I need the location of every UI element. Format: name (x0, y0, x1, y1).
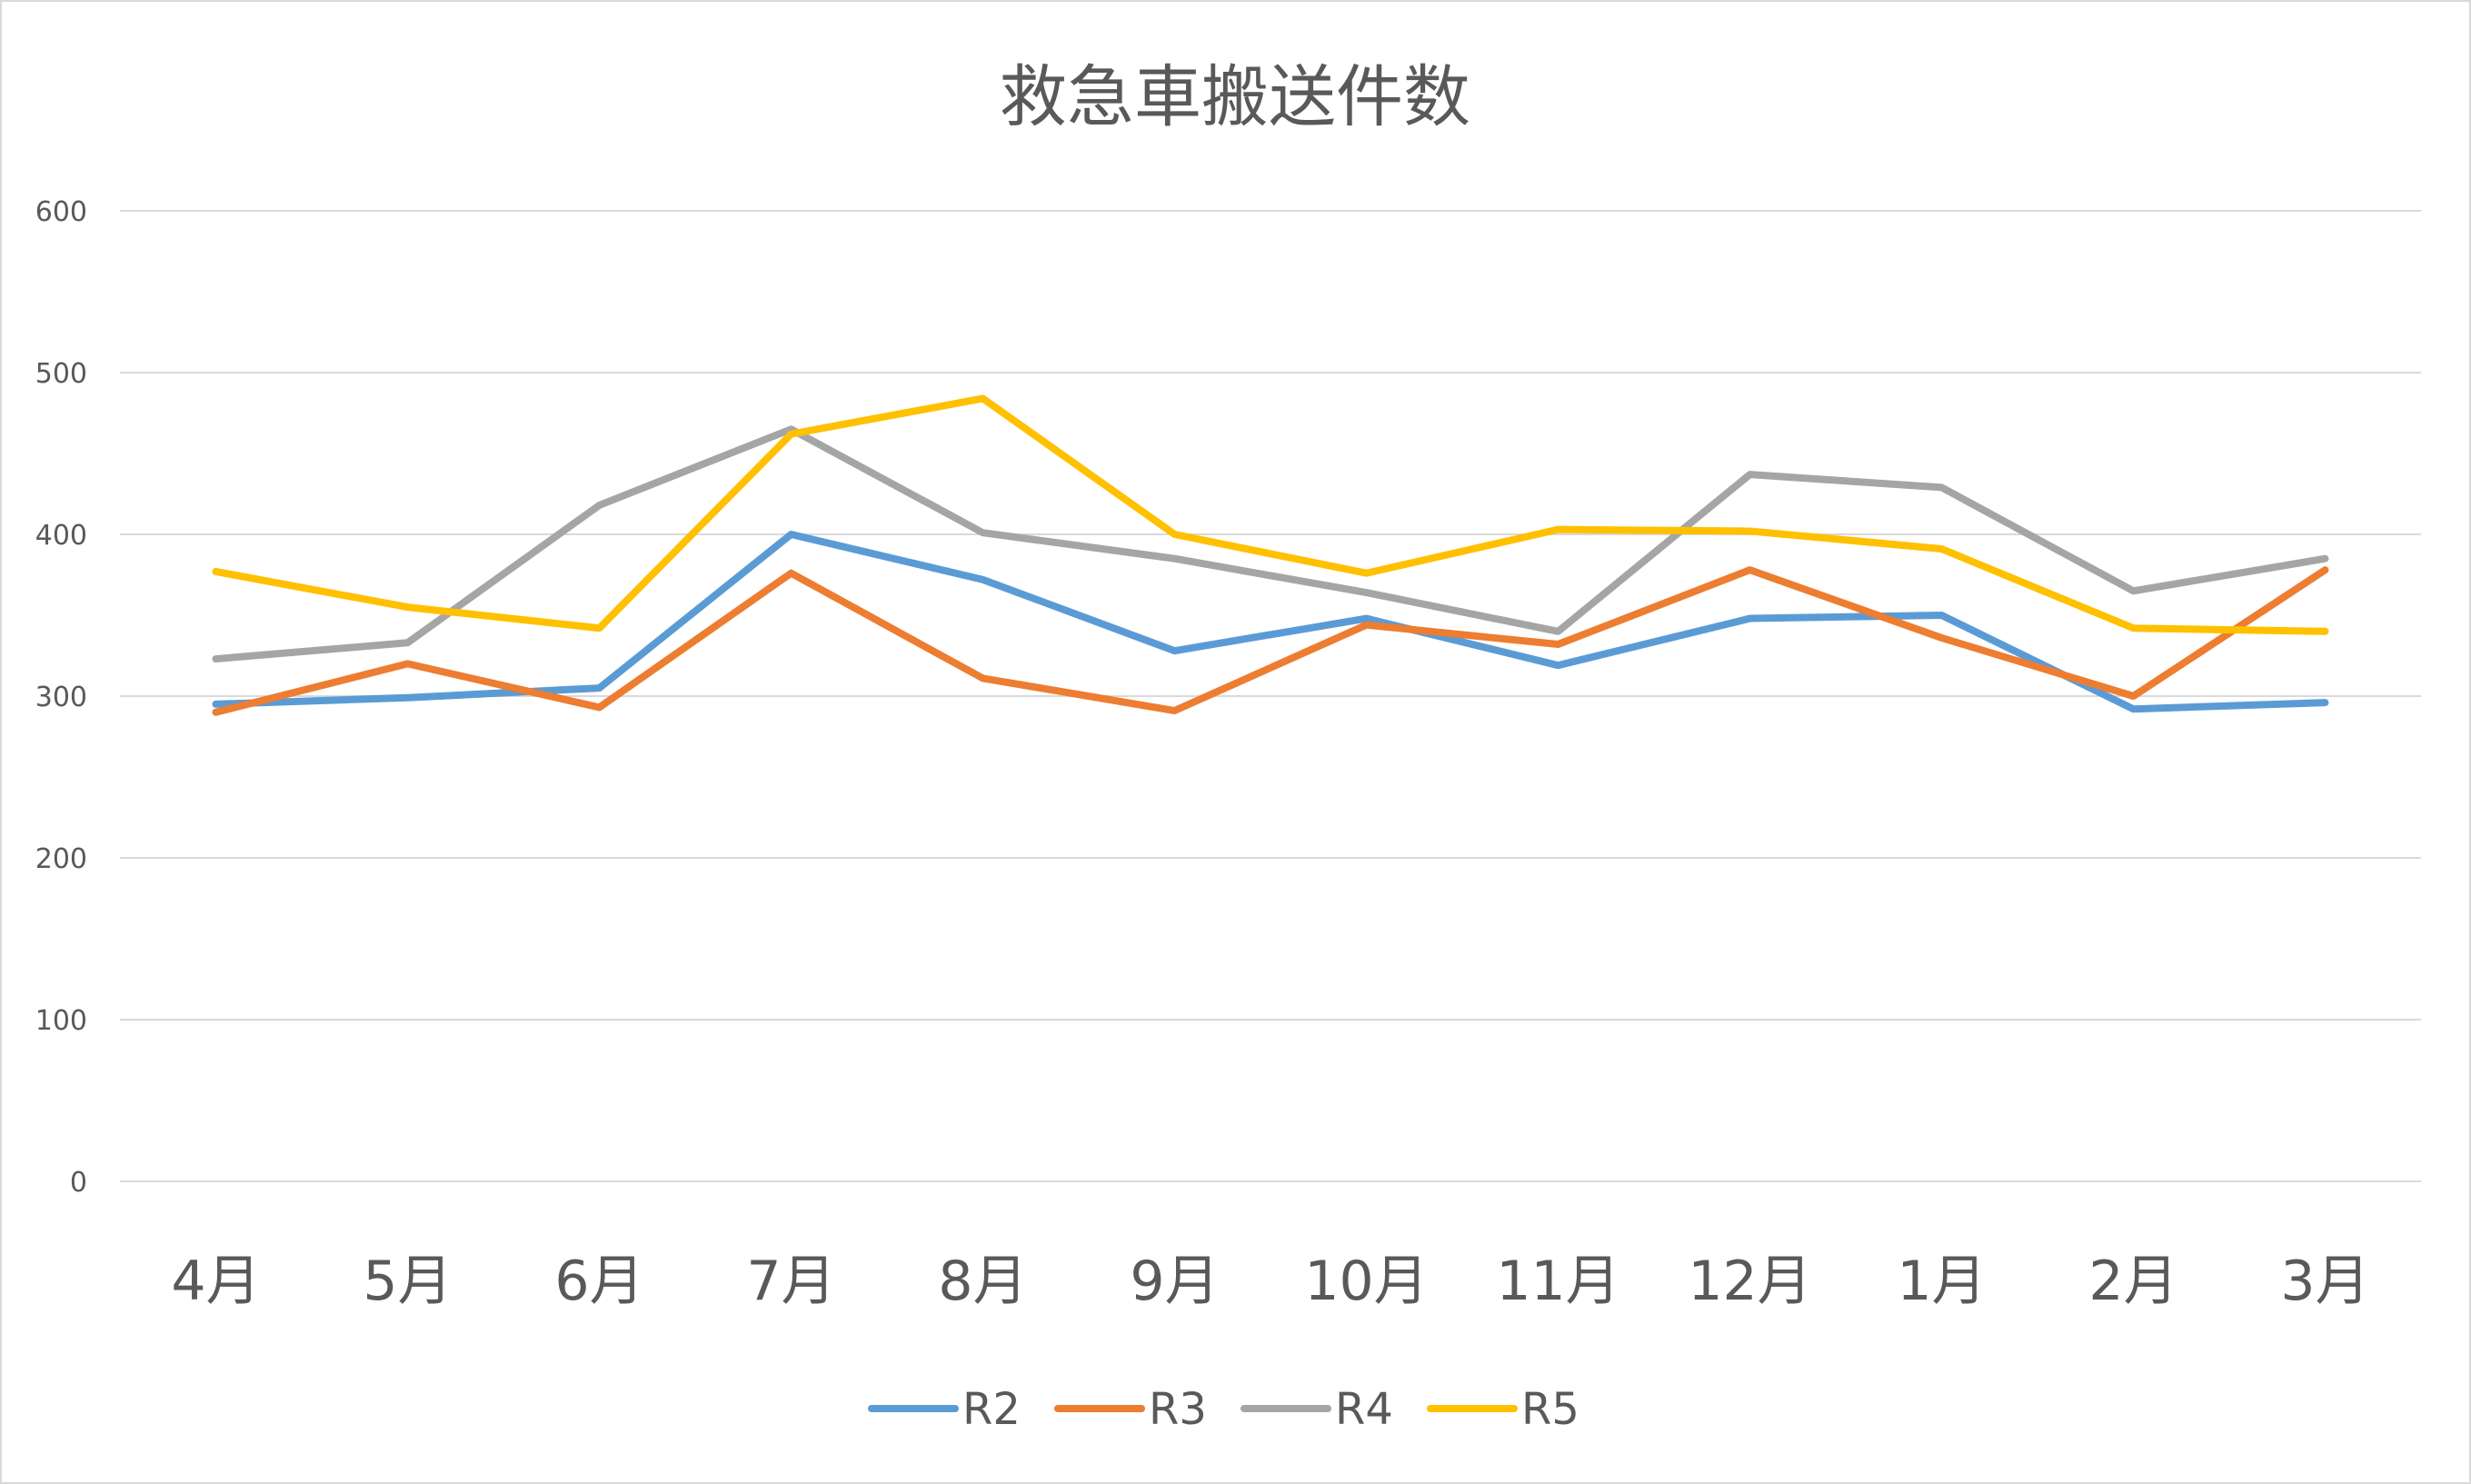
x-tick-label: 7月 (746, 1250, 835, 1313)
x-tick-label: 5月 (363, 1250, 452, 1313)
x-tick-label: 11月 (1496, 1250, 1619, 1313)
legend-label-r4: R4 (1335, 1384, 1393, 1435)
x-tick-label: 1月 (1897, 1250, 1986, 1313)
x-axis-ticks: 4月 5月 6月 7月 8月 9月 10月 11月 12月 1月 2月 3月 (171, 1250, 2369, 1313)
x-tick-label: 3月 (2280, 1250, 2369, 1313)
chart-title: 救急車搬送件数 (1000, 58, 1470, 136)
series-line-r5 (212, 394, 2329, 635)
legend-label-r5: R5 (1521, 1384, 1579, 1435)
y-axis-ticks: 0 100 200 300 400 500 600 (35, 196, 87, 1199)
series-line-r4 (212, 425, 2329, 663)
legend-label-r2: R2 (962, 1384, 1021, 1435)
y-tick-label: 100 (35, 1005, 87, 1037)
y-tick-label: 300 (35, 682, 87, 713)
y-tick-label: 400 (35, 520, 87, 552)
x-tick-label: 6月 (554, 1250, 643, 1313)
series-line-r2 (212, 531, 2329, 713)
y-tick-label: 600 (35, 196, 87, 228)
y-tick-label: 0 (70, 1167, 87, 1199)
series-lines (212, 394, 2329, 716)
x-tick-label: 2月 (2088, 1250, 2177, 1313)
x-tick-label: 8月 (938, 1250, 1027, 1313)
legend: R2 R3 R4 R5 (868, 1384, 1579, 1435)
x-tick-label: 9月 (1130, 1250, 1219, 1313)
x-tick-label: 10月 (1304, 1250, 1428, 1313)
series-line-r3 (212, 566, 2329, 716)
legend-label-r3: R3 (1149, 1384, 1207, 1435)
y-tick-label: 500 (35, 358, 87, 390)
y-tick-label: 200 (35, 843, 87, 875)
x-tick-label: 4月 (171, 1250, 260, 1313)
x-tick-label: 12月 (1688, 1250, 1811, 1313)
